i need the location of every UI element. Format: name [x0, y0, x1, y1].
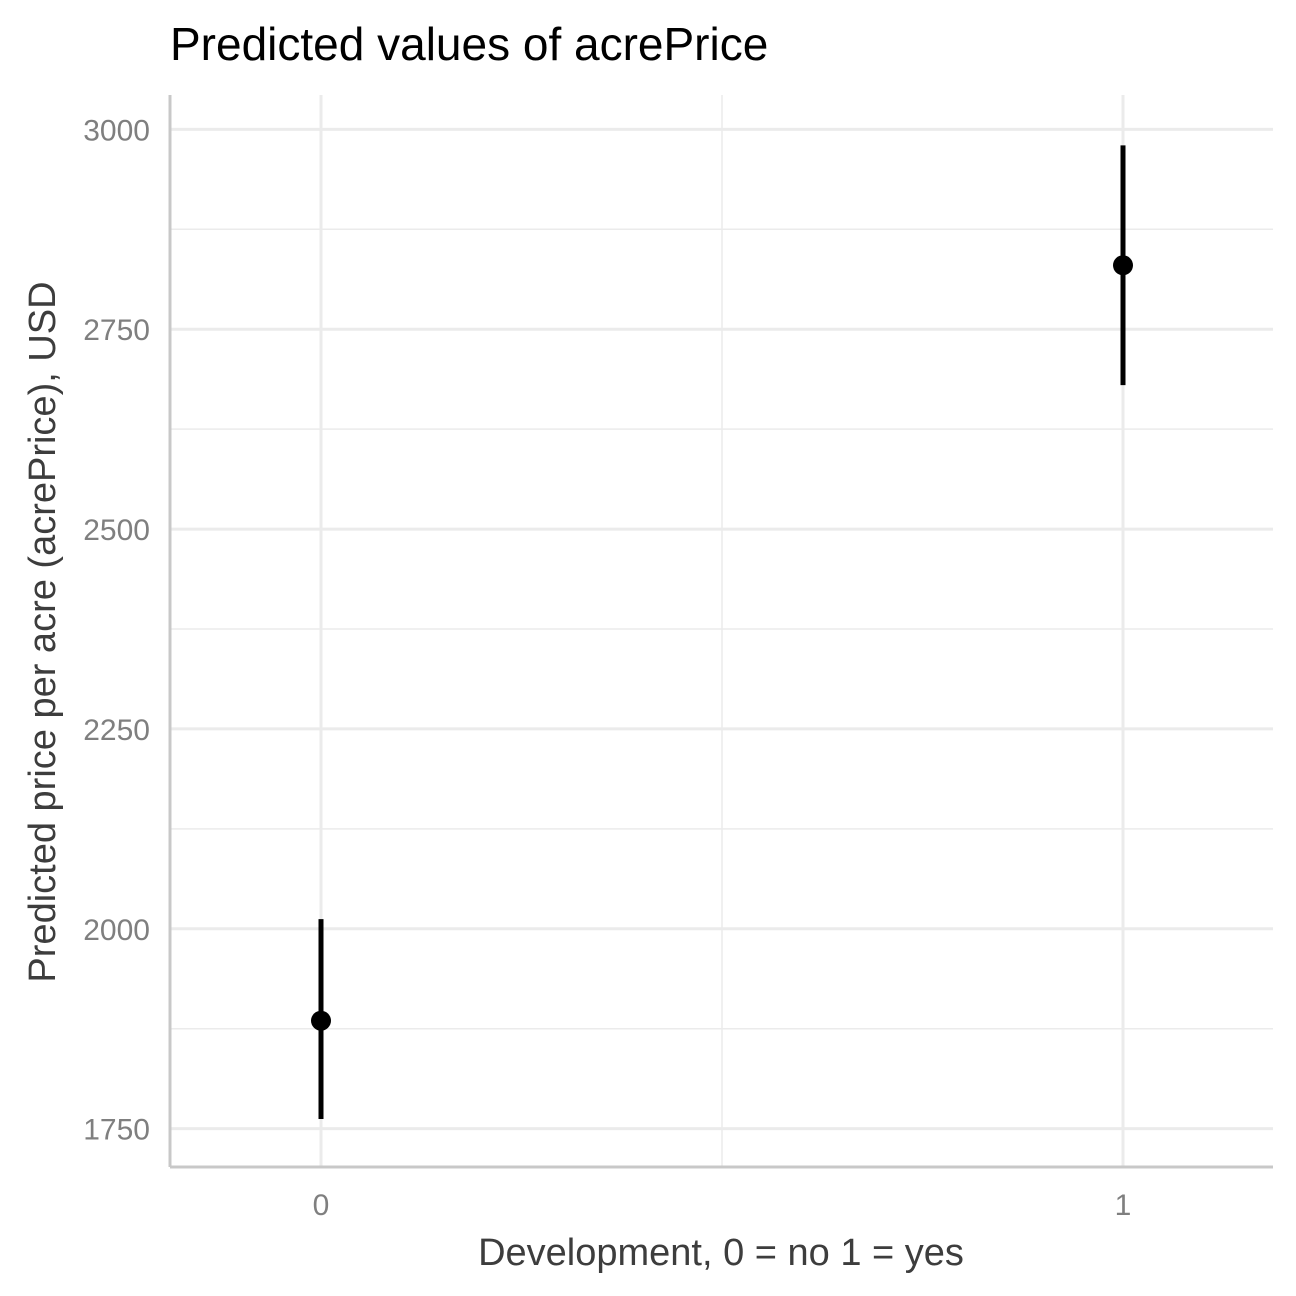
- y-tick-label: 2500: [83, 514, 150, 547]
- y-tick-label: 2250: [83, 714, 150, 747]
- data-point: [311, 1010, 331, 1031]
- y-tick-label: 2000: [83, 914, 150, 947]
- data-point: [1113, 255, 1133, 276]
- x-axis-title: Development, 0 = no 1 = yes: [478, 1232, 964, 1274]
- axes: 1750 2000 2250 2500 2750 3000 0 1: [83, 95, 1273, 1222]
- y-tick-label: 2750: [83, 314, 150, 347]
- chart-title: Predicted values of acrePrice: [170, 18, 768, 70]
- grid: [170, 95, 1273, 1167]
- x-tick-label: 1: [1115, 1189, 1132, 1222]
- y-tick-label: 3000: [83, 114, 150, 147]
- y-tick-label: 1750: [83, 1114, 150, 1147]
- y-axis-title: Predicted price per acre (acrePrice), US…: [22, 281, 64, 982]
- x-tick-label: 0: [313, 1189, 330, 1222]
- data-layer: [311, 145, 1133, 1120]
